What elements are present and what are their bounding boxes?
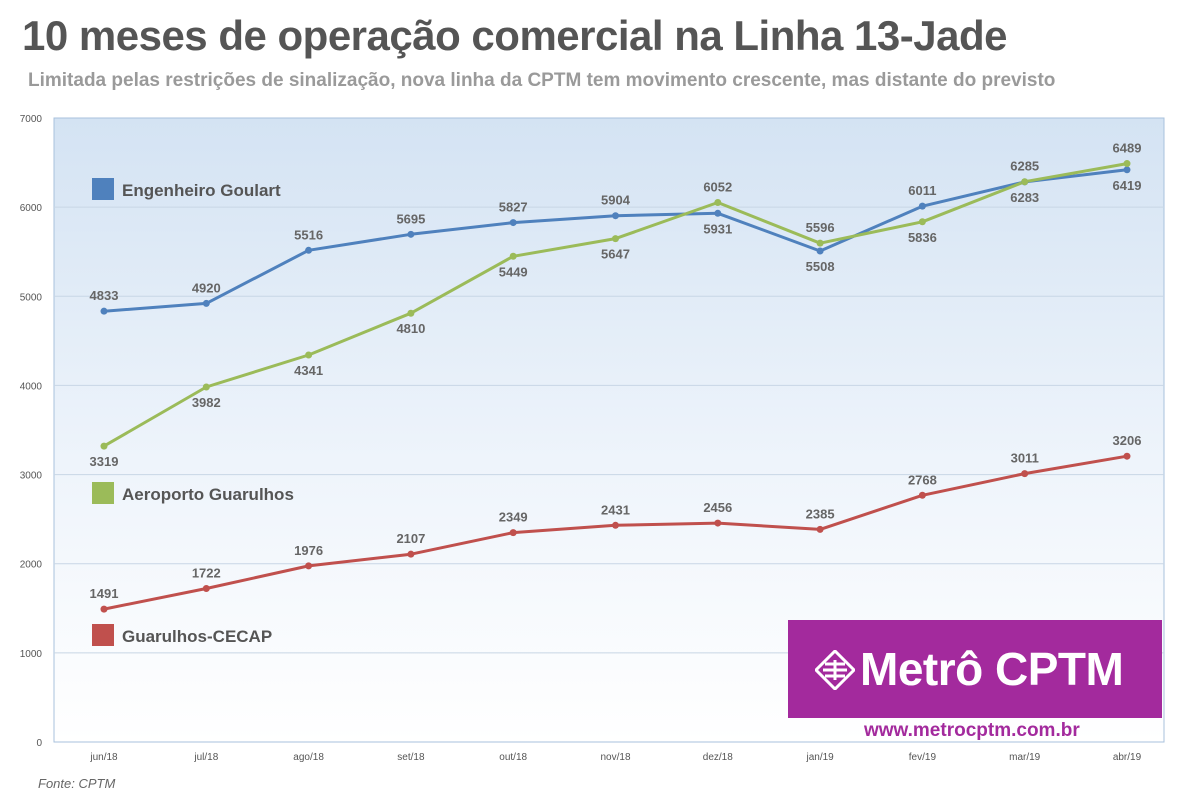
data-label: 5695 <box>396 211 425 226</box>
data-label: 2349 <box>499 510 528 525</box>
data-label: 5508 <box>806 259 835 274</box>
data-label: 6419 <box>1113 178 1142 193</box>
x-tick-label: jun/18 <box>89 752 118 763</box>
y-tick-label: 5000 <box>20 292 43 303</box>
legend-swatch <box>92 624 114 646</box>
data-point <box>202 299 210 307</box>
data-point <box>612 521 619 529</box>
data-label: 1491 <box>90 586 119 601</box>
y-tick-label: 2000 <box>20 560 43 571</box>
x-tick-label: dez/18 <box>703 752 733 763</box>
data-point <box>305 562 313 570</box>
data-label: 5827 <box>499 200 528 215</box>
x-tick-label: jul/18 <box>193 752 218 763</box>
data-point <box>918 202 926 210</box>
data-point <box>509 529 517 537</box>
data-point <box>1123 166 1131 174</box>
data-label: 2431 <box>601 502 630 517</box>
data-label: 5836 <box>908 230 937 245</box>
data-point <box>305 351 313 359</box>
x-tick-label: mar/19 <box>1009 752 1041 763</box>
x-tick-label: out/18 <box>499 752 527 763</box>
data-point <box>509 219 517 227</box>
x-tick-label: jan/19 <box>805 752 834 763</box>
data-label: 3982 <box>192 395 221 410</box>
legend-label: Aeroporto Guarulhos <box>122 485 294 504</box>
data-label: 3319 <box>90 454 119 469</box>
source-note: Fonte: CPTM <box>38 776 116 791</box>
data-point <box>305 246 313 254</box>
data-label: 2768 <box>908 472 937 487</box>
chart-title: 10 meses de operação comercial na Linha … <box>22 12 1008 59</box>
legend-swatch <box>92 482 114 504</box>
metrocptm-logo-icon <box>815 650 855 690</box>
data-label: 5647 <box>601 247 630 262</box>
data-point <box>1021 178 1029 186</box>
data-point <box>202 584 210 592</box>
x-tick-label: set/18 <box>397 752 425 763</box>
data-label: 5931 <box>703 221 732 236</box>
data-label: 6489 <box>1113 141 1142 156</box>
x-tick-label: fev/19 <box>909 752 937 763</box>
y-tick-label: 0 <box>36 738 42 749</box>
y-tick-label: 3000 <box>20 471 43 482</box>
data-label: 4341 <box>294 363 323 378</box>
data-point <box>612 212 619 220</box>
legend-label: Guarulhos-CECAP <box>122 627 272 646</box>
data-label: 5596 <box>806 220 835 235</box>
data-point <box>714 209 722 217</box>
data-point <box>100 307 108 315</box>
y-tick-label: 4000 <box>20 381 43 392</box>
y-tick-label: 6000 <box>20 203 43 214</box>
data-label: 4920 <box>192 280 221 295</box>
data-label: 4810 <box>396 321 425 336</box>
data-point <box>509 252 517 260</box>
legend-swatch <box>92 178 114 200</box>
brand-banner[interactable] <box>788 620 1162 718</box>
x-tick-label: nov/18 <box>600 752 630 763</box>
data-point <box>816 247 824 255</box>
y-tick-label: 1000 <box>20 649 43 660</box>
data-label: 1976 <box>294 543 323 558</box>
data-point <box>1123 160 1131 168</box>
x-tick-label: abr/19 <box>1113 752 1142 763</box>
data-label: 6052 <box>703 180 732 195</box>
data-label: 2107 <box>396 531 425 546</box>
data-point <box>612 235 619 243</box>
data-point <box>714 519 722 527</box>
data-label: 1722 <box>192 565 221 580</box>
data-label: 5516 <box>294 227 323 242</box>
data-label: 6283 <box>1010 190 1039 205</box>
data-point <box>816 239 824 247</box>
data-label: 4833 <box>90 288 119 303</box>
data-point <box>1021 470 1029 478</box>
y-tick-label: 7000 <box>20 114 43 125</box>
data-point <box>407 230 415 238</box>
data-point <box>918 218 926 226</box>
data-point <box>407 309 415 317</box>
data-label: 2385 <box>806 506 835 521</box>
data-point <box>816 525 824 533</box>
data-label: 6011 <box>908 183 936 198</box>
data-label: 3011 <box>1011 451 1039 466</box>
data-label: 5904 <box>601 193 631 208</box>
data-point <box>1123 452 1131 460</box>
brand-url-link[interactable]: www.metrocptm.com.br <box>864 720 1080 741</box>
data-label: 5449 <box>499 264 528 279</box>
chart-subtitle: Limitada pelas restrições de sinalização… <box>28 70 1056 91</box>
data-point <box>100 442 108 450</box>
data-label: 2456 <box>703 500 732 515</box>
data-point <box>202 383 210 391</box>
data-label: 3206 <box>1113 433 1142 448</box>
x-tick-label: ago/18 <box>293 752 324 763</box>
data-point <box>918 491 926 499</box>
data-point <box>100 605 108 613</box>
brand-name: Metrô CPTM <box>860 643 1124 695</box>
data-point <box>407 550 415 558</box>
data-label: 6285 <box>1010 159 1039 174</box>
legend-label: Engenheiro Goulart <box>122 181 281 200</box>
data-point <box>714 199 722 207</box>
